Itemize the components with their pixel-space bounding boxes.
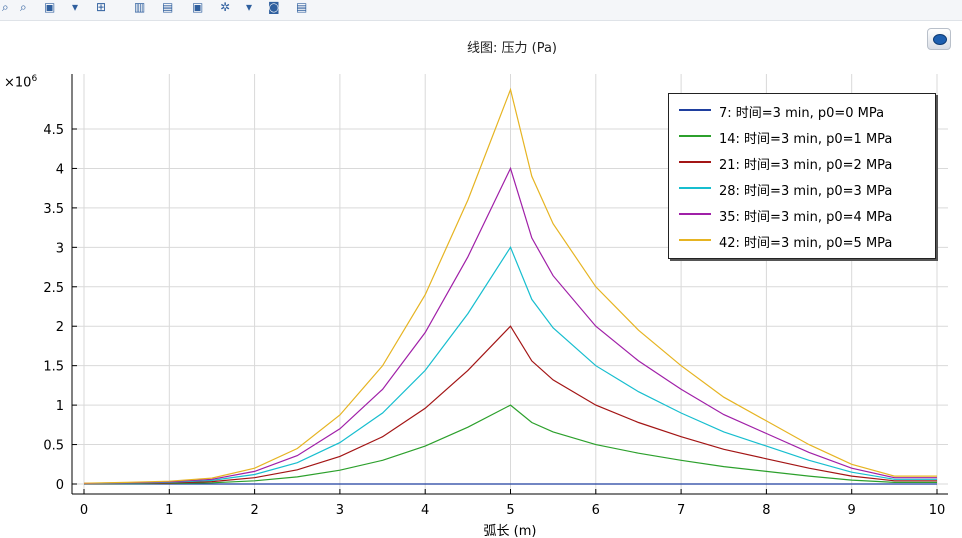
y-tick-label: 2.5 (43, 281, 64, 296)
x-tick-label: 8 (762, 503, 770, 518)
y-tick-label: 3 (56, 241, 64, 256)
legend-item: 35: 时间=3 min, p0=4 MPa (669, 201, 935, 227)
series-line-4 (83, 246, 937, 485)
zoom-in-icon[interactable]: ⌕ (2, 0, 9, 14)
series-line-6 (83, 87, 937, 484)
y-tick-label: 4 (56, 162, 64, 177)
legend: 7: 时间=3 min, p0=0 MPa 14: 时间=3 min, p0=1 … (668, 93, 936, 259)
series-line-5 (83, 166, 937, 484)
chart-title: 线图: 压力 (Pa) (466, 41, 557, 56)
x-tick-label: 5 (506, 503, 514, 518)
legend-label: 14: 时间=3 min, p0=1 MPa (719, 132, 893, 147)
y-tick-label: 1.5 (43, 360, 64, 375)
x-tick-label: 7 (677, 503, 685, 518)
legend-label: 7: 时间=3 min, p0=0 MPa (719, 106, 885, 121)
x-tick-label: 2 (250, 503, 258, 518)
zoom-out-icon[interactable]: ⌕ (20, 0, 27, 14)
x-tick-label: 10 (929, 503, 946, 518)
logo-icon[interactable] (927, 28, 951, 50)
y-tick-label: 2 (56, 320, 64, 335)
legend-item: 42: 时间=3 min, p0=5 MPa (669, 227, 935, 253)
x-tick-label: 4 (421, 503, 429, 518)
grid-icon[interactable]: ⊞ (96, 0, 107, 14)
dropdown-icon[interactable]: ▾ (72, 0, 79, 14)
y-tick-label: 0 (56, 478, 64, 493)
table-icon[interactable]: ▤ (162, 0, 174, 14)
x-tick-label: 1 (165, 503, 173, 518)
legend-swatch (679, 161, 711, 163)
legend-swatch (679, 109, 711, 111)
toolbar: ⌕ ⌕ ▣ ▾ ⊞ ▥ ▤ ▣ ✲ ▾ ◙ ▤ (0, 0, 962, 21)
series-line-3 (83, 325, 937, 485)
axis-icon[interactable]: ▥ (134, 0, 146, 14)
y-tick-label: 3.5 (43, 202, 64, 217)
camera-icon[interactable]: ◙ (268, 0, 280, 14)
dropdown-icon-2[interactable]: ▾ (246, 0, 253, 14)
y-scale-label: ×106 (4, 74, 37, 90)
legend-item: 7: 时间=3 min, p0=0 MPa (669, 97, 935, 123)
legend-swatch (679, 187, 711, 189)
scale-exponent: 6 (31, 74, 38, 84)
plot-icon[interactable]: ▣ (192, 0, 204, 14)
x-axis-label: 弧长 (m) (484, 524, 537, 538)
legend-item: 28: 时间=3 min, p0=3 MPa (669, 175, 935, 201)
y-tick-label: 1 (56, 399, 64, 414)
y-tick-label: 0.5 (43, 439, 64, 454)
legend-swatch (679, 213, 711, 215)
scene-light-icon[interactable]: ✲ (220, 0, 231, 14)
y-tick-label: 4.5 (43, 123, 64, 138)
x-tick-label: 3 (336, 503, 344, 518)
scale-base: ×10 (4, 75, 32, 91)
legend-item: 14: 时间=3 min, p0=1 MPa (669, 123, 935, 149)
series-line-2 (83, 404, 937, 485)
x-tick-label: 0 (80, 503, 88, 518)
legend-label: 21: 时间=3 min, p0=2 MPa (719, 158, 893, 173)
x-tick-label: 6 (592, 503, 600, 518)
legend-swatch (679, 239, 711, 241)
legend-label: 28: 时间=3 min, p0=3 MPa (719, 184, 893, 199)
legend-item: 21: 时间=3 min, p0=2 MPa (669, 149, 935, 175)
print-icon[interactable]: ▤ (296, 0, 308, 14)
x-tick-label: 9 (848, 503, 856, 518)
legend-swatch (679, 135, 711, 137)
legend-label: 42: 时间=3 min, p0=5 MPa (719, 236, 893, 251)
legend-label: 35: 时间=3 min, p0=4 MPa (719, 210, 893, 225)
zoom-box-icon[interactable]: ▣ (44, 0, 56, 14)
